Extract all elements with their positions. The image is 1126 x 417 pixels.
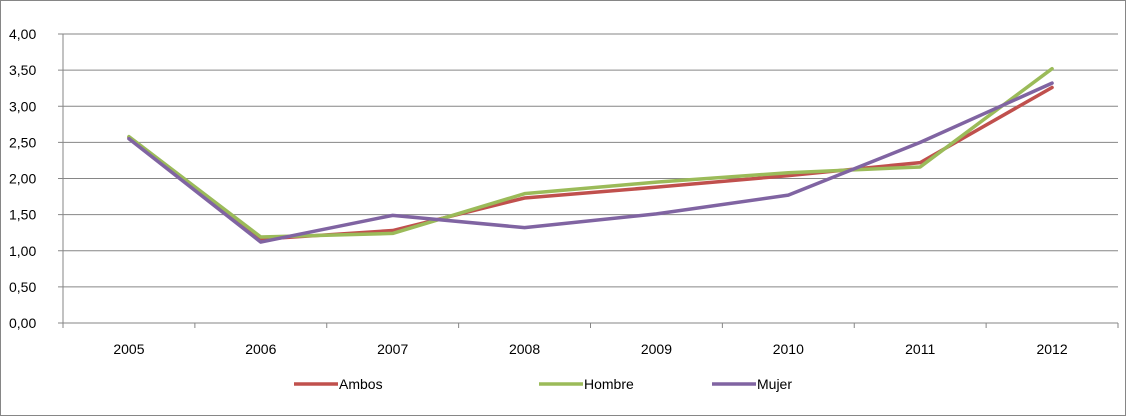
x-tick-label: 2010	[773, 341, 804, 357]
series-line-hombre	[127, 66, 1054, 239]
legend-label: Mujer	[757, 376, 792, 392]
series-line-ambos	[127, 85, 1054, 241]
y-tick-label: 1,50	[9, 207, 36, 223]
legend-label: Ambos	[339, 376, 383, 392]
y-tick-label: 3,00	[9, 98, 36, 114]
y-tick-label: 0,00	[9, 315, 36, 331]
x-tick-label: 2012	[1036, 341, 1067, 357]
y-tick-label: 2,00	[9, 171, 36, 187]
x-tick-label: 2008	[509, 341, 540, 357]
x-tick-label: 2011	[905, 341, 935, 357]
y-tick-label: 0,50	[9, 279, 36, 295]
x-tick-label: 2007	[377, 341, 408, 357]
legend-label: Hombre	[584, 376, 634, 392]
y-tick-label: 3,50	[9, 62, 36, 78]
y-tick-label: 2,50	[9, 134, 36, 150]
x-tick-label: 2009	[641, 341, 672, 357]
y-tick-label: 1,00	[9, 243, 36, 259]
y-tick-label: 4,00	[9, 26, 36, 42]
x-tick-label: 2005	[113, 341, 144, 357]
series-line-mujer	[127, 81, 1054, 244]
x-tick-label: 2006	[245, 341, 276, 357]
